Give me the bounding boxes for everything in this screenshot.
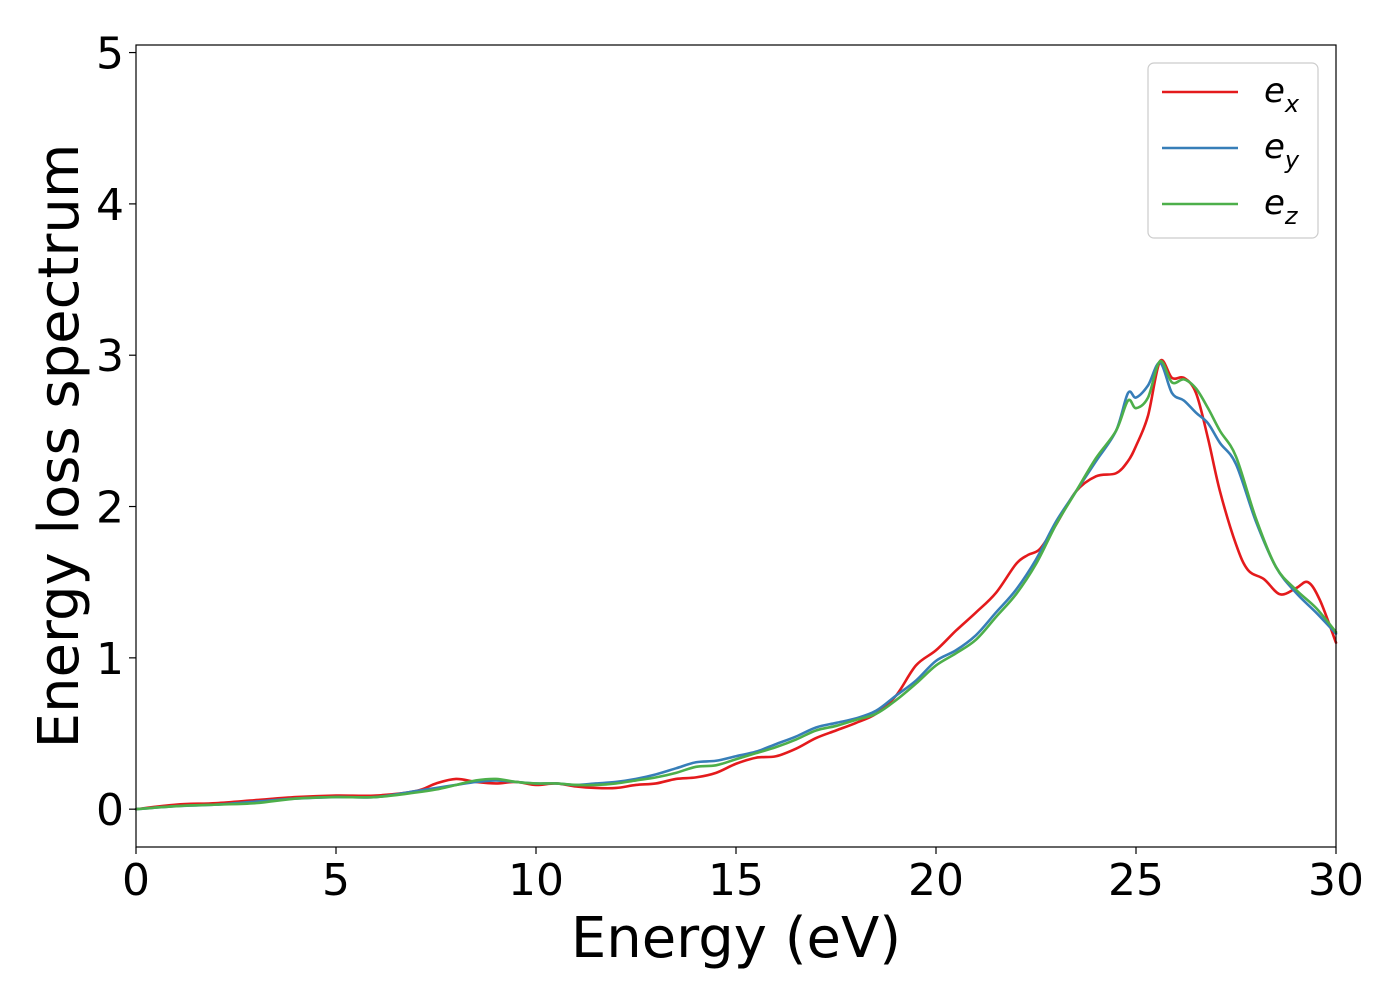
y-tick-label: 5 — [96, 29, 124, 80]
x-tick-label: 15 — [708, 855, 764, 906]
x-axis-label: Energy (eV) — [571, 906, 901, 971]
y-axis-label: Energy loss spectrum — [27, 144, 92, 749]
y-tick-label: 4 — [96, 180, 124, 231]
legend-box — [1147, 62, 1319, 239]
y-tick-label: 3 — [96, 331, 124, 382]
x-tick-label: 5 — [322, 855, 350, 906]
y-tick-label: 1 — [96, 634, 124, 685]
y-tick-label: 0 — [96, 785, 124, 836]
legend-subscript: z — [1284, 202, 1299, 230]
y-tick-label: 2 — [96, 483, 124, 534]
x-tick-label: 0 — [122, 855, 150, 906]
x-tick-label: 10 — [508, 855, 564, 906]
legend-subscript: x — [1284, 90, 1300, 118]
x-axis-ticks: 0 5 10 15 20 25 30 — [122, 847, 1364, 906]
x-tick-label: 25 — [1108, 855, 1164, 906]
x-tick-label: 30 — [1308, 855, 1364, 906]
series-line-ez — [134, 359, 1338, 811]
y-axis-ticks: 0 1 2 3 4 5 — [96, 29, 136, 836]
x-tick-label: 20 — [908, 855, 964, 906]
series-layer — [134, 358, 1338, 811]
legend-subscript: y — [1284, 146, 1300, 174]
